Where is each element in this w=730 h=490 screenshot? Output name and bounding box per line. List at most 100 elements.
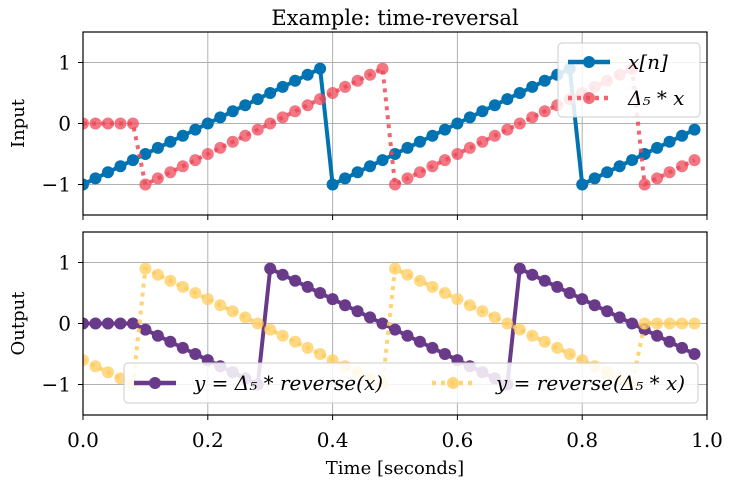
data-point-y-rev-delay [513, 323, 526, 336]
data-point-y-rev-delay [426, 280, 439, 293]
data-point-x [463, 111, 476, 124]
data-point-y-rev-delay [551, 341, 564, 354]
data-point-delay-x [526, 111, 539, 124]
data-point-y-rev-delay [251, 317, 264, 330]
data-point-y-rev-delay [563, 348, 576, 360]
data-point-y-delay-rev [139, 323, 152, 336]
data-point-x [139, 148, 152, 160]
data-point-y-rev-delay [526, 329, 539, 342]
data-point-x [451, 117, 464, 130]
data-point-x [576, 178, 589, 191]
data-point-x [364, 160, 377, 173]
data-point-y-delay-rev [401, 329, 414, 342]
data-point-x [214, 111, 227, 124]
data-point-x [438, 123, 451, 136]
data-point-y-delay-rev [114, 317, 127, 330]
data-point-x [676, 129, 689, 142]
data-point-delay-x [126, 117, 139, 130]
output-xtick-label: 1.0 [691, 428, 723, 452]
data-point-y-rev-delay [289, 335, 302, 348]
data-point-y-delay-rev [651, 329, 664, 342]
data-point-y-delay-rev [326, 293, 339, 306]
data-point-x [114, 160, 127, 173]
data-point-delay-x [538, 105, 551, 118]
data-point-x [651, 141, 664, 154]
data-point-delay-x [151, 172, 164, 185]
data-point-x [601, 166, 614, 179]
data-point-x [326, 178, 339, 191]
data-point-x [351, 166, 364, 179]
data-point-y-rev-delay [301, 341, 314, 354]
output-xtick-label: 0.2 [192, 428, 224, 452]
data-point-x [101, 166, 114, 179]
data-point-delay-x [276, 111, 289, 124]
output-xtick-label: 0.0 [67, 428, 99, 452]
data-point-x [526, 80, 539, 93]
output-x-ticks: 0.0 0.2 0.4 0.6 0.8 1.0 [67, 415, 723, 452]
data-point-y-rev-delay [114, 372, 127, 385]
data-point-x [663, 135, 676, 148]
legend-label-delay-x: Δ₅ * x [627, 86, 684, 110]
x-axis-label: Time [seconds] [326, 458, 464, 479]
data-point-y-delay-rev [376, 317, 389, 330]
data-point-delay-x [513, 117, 526, 130]
data-point-x [251, 93, 264, 106]
data-point-y-delay-rev [688, 348, 701, 360]
data-point-delay-x [376, 62, 389, 75]
output-xtick-label: 0.4 [317, 428, 349, 452]
data-point-x [413, 135, 426, 148]
data-point-y-delay-rev [438, 348, 451, 360]
figure-title: Example: time-reversal [271, 6, 519, 30]
data-point-y-rev-delay [438, 287, 451, 299]
data-point-x [426, 129, 439, 142]
data-point-delay-x [488, 129, 501, 142]
data-point-delay-x [176, 160, 189, 173]
data-point-delay-x [351, 74, 364, 87]
data-point-delay-x [438, 154, 451, 167]
data-point-y-rev-delay [214, 299, 227, 312]
data-point-y-delay-rev [264, 262, 277, 275]
output-legend: y = Δ₅ * reverse(x) y = reverse(Δ₅ * x) [123, 362, 699, 404]
data-point-y-rev-delay [276, 329, 289, 342]
data-point-y-rev-delay [488, 311, 501, 324]
data-point-y-delay-rev [276, 268, 289, 281]
data-point-y-delay-rev [101, 317, 114, 330]
data-point-y-delay-rev [601, 305, 614, 318]
data-point-x [314, 62, 327, 75]
data-point-x [239, 99, 252, 112]
data-point-x [89, 172, 102, 185]
data-point-y-rev-delay [413, 274, 426, 287]
legend-marker-y-rev-delay [447, 377, 459, 389]
data-point-delay-x [651, 172, 664, 185]
output-xtick-label: 0.8 [566, 428, 598, 452]
data-point-y-delay-rev [189, 348, 202, 360]
data-point-x [289, 74, 302, 87]
data-point-y-delay-rev [588, 299, 601, 312]
data-point-y-rev-delay [476, 305, 489, 318]
legend-marker-y-delay-rev [149, 377, 161, 389]
input-panel: 1 0 −1 Input x[n] Δ₅ * x [8, 31, 708, 220]
data-point-y-rev-delay [463, 299, 476, 312]
data-point-delay-x [189, 154, 202, 167]
data-point-x [613, 160, 626, 173]
data-point-delay-x [226, 135, 239, 148]
data-point-x [201, 117, 214, 130]
data-point-delay-x [663, 166, 676, 179]
data-point-delay-x [214, 141, 227, 154]
data-point-y-rev-delay [638, 317, 651, 330]
data-point-y-rev-delay [401, 268, 414, 281]
data-point-y-rev-delay [314, 348, 327, 360]
data-point-x [226, 105, 239, 118]
data-point-delay-x [114, 117, 127, 130]
data-point-delay-x [426, 160, 439, 173]
data-point-y-rev-delay [83, 354, 89, 367]
data-point-delay-x [638, 178, 651, 191]
input-y-ticks: 1 0 −1 [42, 51, 83, 197]
data-point-y-delay-rev [89, 317, 102, 330]
data-point-y-delay-rev [513, 262, 526, 275]
data-point-y-delay-rev [426, 341, 439, 354]
data-point-y-rev-delay [538, 335, 551, 348]
data-point-y-delay-rev [126, 317, 139, 330]
